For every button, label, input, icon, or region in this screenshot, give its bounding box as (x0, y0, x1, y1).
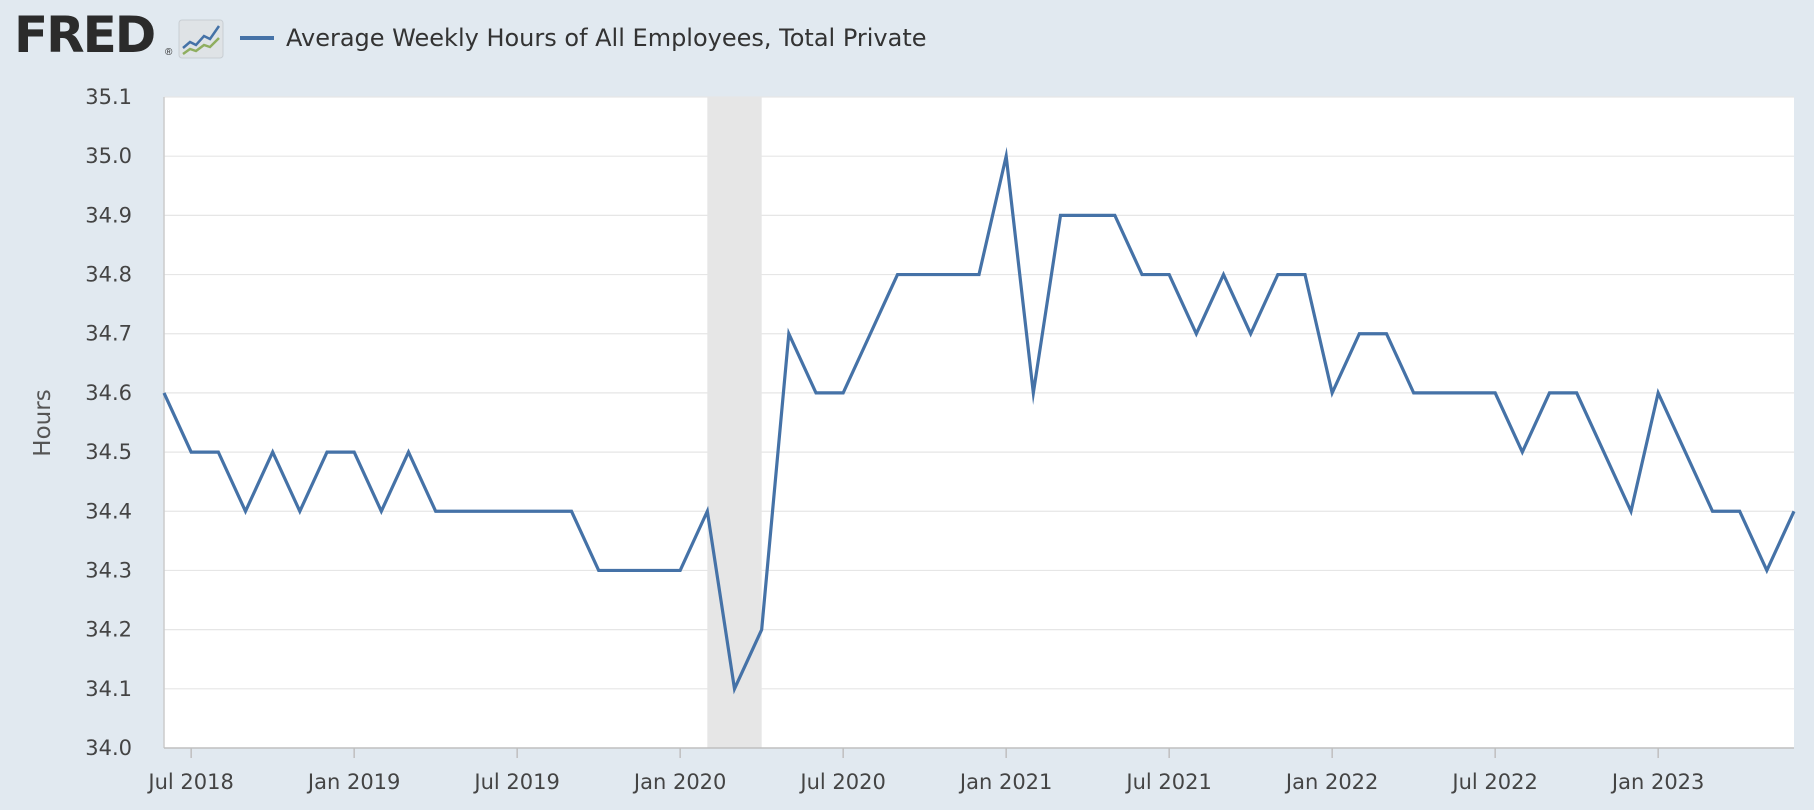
y-axis-title: Hours (30, 389, 56, 456)
y-tick-label: 34.9 (85, 203, 132, 227)
x-tick-label: Jul 2022 (1450, 770, 1537, 794)
y-tick-label: 35.0 (85, 144, 132, 168)
recession-band (707, 97, 762, 748)
header: FRED ® Average Weekly Hours of All Emplo… (0, 0, 1814, 80)
y-tick-label: 34.7 (85, 322, 132, 346)
chart-line-icon (178, 19, 224, 59)
x-tick-label: Jan 2023 (1610, 770, 1705, 794)
series-line[interactable] (162, 146, 1796, 695)
x-tick-label: Jan 2019 (306, 770, 401, 794)
y-tick-label: 34.5 (85, 440, 132, 464)
y-tick-label: 34.8 (85, 263, 132, 287)
x-tick-label: Jul 2021 (1124, 770, 1211, 794)
x-tick-label: Jul 2018 (146, 770, 233, 794)
x-tick-label: Jul 2019 (472, 770, 559, 794)
chart-legend[interactable]: Average Weekly Hours of All Employees, T… (240, 20, 927, 56)
y-tick-label: 34.6 (85, 381, 132, 405)
x-tick-label: Jan 2020 (632, 770, 727, 794)
x-tick-label: Jul 2020 (798, 770, 885, 794)
logo-registered-mark: ® (165, 47, 173, 58)
y-tick-label: 34.2 (85, 618, 132, 642)
legend-swatch (240, 36, 274, 40)
legend-label: Average Weekly Hours of All Employees, T… (286, 24, 927, 52)
y-tick-label: 35.1 (85, 85, 132, 109)
y-tick-label: 34.3 (85, 558, 132, 582)
plot-background (164, 97, 1794, 748)
fred-logo[interactable]: FRED (14, 6, 156, 64)
y-tick-label: 34.1 (85, 677, 132, 701)
x-tick-label: Jan 2021 (958, 770, 1053, 794)
y-tick-label: 34.0 (85, 736, 132, 760)
x-tick-label: Jan 2022 (1284, 770, 1379, 794)
y-tick-label: 34.4 (85, 499, 132, 523)
